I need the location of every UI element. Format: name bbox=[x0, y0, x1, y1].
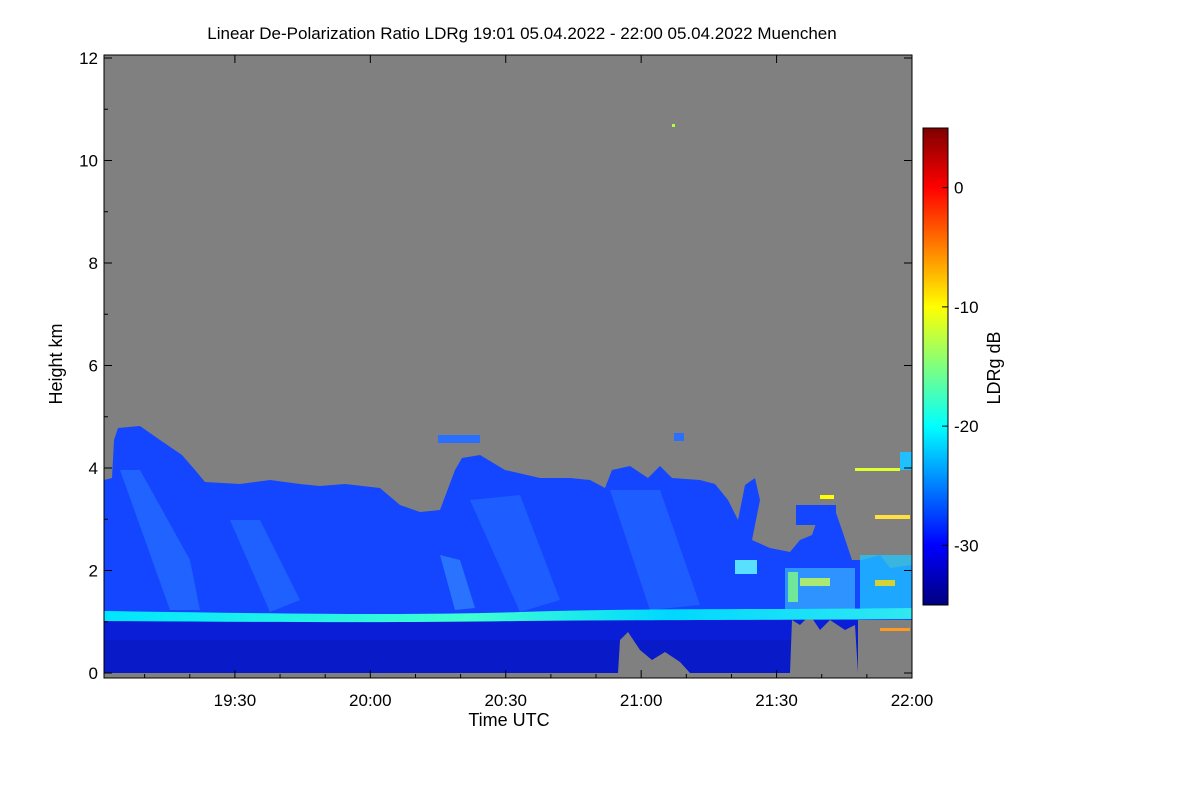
colorbar-tick-label: -10 bbox=[954, 298, 979, 317]
colorbar-axis: 0 -10 -20 -30 bbox=[942, 179, 979, 555]
late-echo bbox=[800, 578, 830, 586]
lower-layer-shade bbox=[104, 640, 858, 673]
x-tick-label: 20:30 bbox=[484, 691, 527, 710]
plot-area bbox=[104, 55, 912, 678]
colorbar-label: LDRg dB bbox=[984, 331, 1004, 404]
y-tick-label: 6 bbox=[89, 357, 98, 376]
late-echo bbox=[880, 628, 910, 631]
virga-streak bbox=[120, 470, 200, 610]
late-echo bbox=[820, 495, 834, 499]
virga-streak bbox=[230, 520, 300, 612]
x-axis-label: Time UTC bbox=[468, 710, 549, 730]
cloud-fragment bbox=[674, 433, 684, 441]
colorbar-tick-label: 0 bbox=[954, 179, 963, 198]
colorbar-tick-label: -30 bbox=[954, 536, 979, 555]
plot-frame bbox=[103, 54, 913, 679]
late-echo bbox=[788, 572, 798, 602]
chart-title: Linear De-Polarization Ratio LDRg 19:01 … bbox=[207, 24, 836, 43]
x-axis: 19:30 20:00 20:30 21:00 21:30 22:00 bbox=[144, 55, 934, 710]
y-axis-label: Height km bbox=[46, 323, 66, 404]
cloud-fragment bbox=[438, 435, 480, 443]
x-tick-label: 19:30 bbox=[214, 691, 257, 710]
cloud-base-layer bbox=[104, 608, 912, 623]
virga-streak bbox=[470, 495, 560, 612]
x-tick-label: 21:30 bbox=[755, 691, 798, 710]
late-echo bbox=[855, 468, 900, 471]
y-tick-label: 2 bbox=[89, 562, 98, 581]
y-tick-label: 4 bbox=[89, 459, 98, 478]
late-echo bbox=[875, 515, 910, 519]
x-tick-label: 21:00 bbox=[620, 691, 663, 710]
late-echo bbox=[900, 452, 912, 470]
y-tick-label: 0 bbox=[89, 664, 98, 683]
late-echo bbox=[735, 560, 757, 574]
y-tick-label: 12 bbox=[79, 49, 98, 68]
y-tick-label: 10 bbox=[79, 152, 98, 171]
colorbar-tick-label: -20 bbox=[954, 417, 979, 436]
y-tick-label: 8 bbox=[89, 254, 98, 273]
colorbar bbox=[922, 127, 949, 606]
late-echo bbox=[672, 124, 675, 127]
virga-streak bbox=[440, 555, 475, 610]
gap-gray bbox=[618, 632, 690, 673]
cloud-precip-region bbox=[104, 426, 912, 620]
late-echo bbox=[875, 580, 895, 586]
y-axis: 0 2 4 6 8 10 12 bbox=[79, 49, 912, 683]
x-tick-label: 20:00 bbox=[349, 691, 392, 710]
virga-streak bbox=[610, 490, 700, 610]
x-tick-label: 22:00 bbox=[891, 691, 934, 710]
gap-gray bbox=[790, 615, 858, 673]
cloud-fragment bbox=[796, 505, 836, 525]
